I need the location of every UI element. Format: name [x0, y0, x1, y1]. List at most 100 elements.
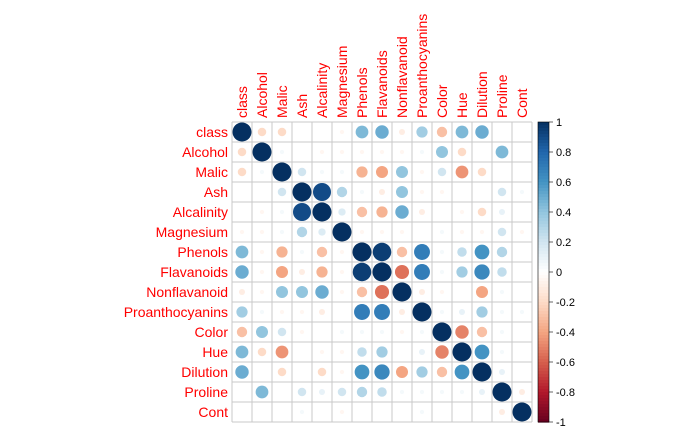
column-label: Proline — [494, 74, 510, 118]
correlation-circle — [352, 242, 372, 262]
correlation-circle — [232, 122, 252, 142]
colorbar-segment — [538, 356, 549, 360]
correlation-circle — [439, 289, 445, 295]
colorbar-segment — [538, 158, 549, 162]
correlation-circle — [414, 244, 430, 260]
colorbar-segment — [538, 200, 549, 204]
correlation-circle — [374, 364, 390, 380]
correlation-circle — [317, 367, 327, 377]
row-label: Proanthocyanins — [124, 304, 228, 320]
correlation-circle — [374, 304, 390, 320]
correlation-circle — [356, 206, 368, 218]
colorbar-tick-label: -0.8 — [556, 387, 575, 399]
correlation-circle — [399, 229, 405, 235]
correlation-circle — [235, 345, 249, 359]
colorbar-segment — [538, 185, 549, 189]
correlation-circle — [299, 269, 305, 275]
colorbar-segment — [538, 395, 549, 399]
colorbar-segment — [538, 176, 549, 180]
colorbar-segment — [538, 299, 549, 303]
correlation-circle — [419, 389, 425, 395]
correlation-circle — [376, 206, 388, 218]
correlation-circle — [239, 229, 245, 235]
row-label: Cont — [198, 404, 228, 420]
correlation-circle — [312, 182, 332, 202]
colorbar-segment — [538, 332, 549, 336]
colorbar-tick-label: 1 — [556, 117, 562, 129]
correlation-circle — [379, 329, 385, 335]
colorbar-segment — [538, 365, 549, 369]
colorbar-segment — [538, 353, 549, 357]
correlation-circle — [454, 364, 470, 380]
colorbar-segment — [538, 350, 549, 354]
correlation-circle — [259, 209, 265, 215]
correlation-circle — [379, 229, 385, 235]
colorbar-tick-label: 0.2 — [556, 237, 571, 249]
correlation-circle — [477, 167, 487, 177]
correlation-circle — [359, 189, 365, 195]
colorbar-segment — [538, 143, 549, 147]
colorbar-segment — [538, 128, 549, 132]
colorbar-segment — [538, 335, 549, 339]
colorbar-segment — [538, 359, 549, 363]
correlation-circle — [356, 166, 368, 178]
colorbar-tick-label: 0.6 — [556, 177, 571, 189]
colorbar-segment — [538, 206, 549, 210]
colorbar-segment — [538, 338, 549, 342]
correlation-circle — [376, 346, 388, 358]
colorbar-tick-label: -0.2 — [556, 297, 575, 309]
correlation-circle — [318, 228, 326, 236]
correlation-circle — [319, 169, 325, 175]
correlation-circle — [354, 304, 370, 320]
colorbar-segment — [538, 197, 549, 201]
colorbar-segment — [538, 134, 549, 138]
colorbar-segment — [538, 323, 549, 327]
correlation-circle — [475, 125, 489, 139]
correlation-circle — [435, 145, 449, 159]
column-label: Phenols — [354, 67, 370, 118]
correlation-circle — [277, 367, 287, 377]
correlation-circle — [394, 264, 410, 280]
correlation-circle — [259, 249, 265, 255]
correlation-circle — [499, 209, 505, 215]
colorbar-segment — [538, 263, 549, 267]
colorbar-segment — [538, 248, 549, 252]
colorbar-segment — [538, 284, 549, 288]
correlation-circle — [235, 265, 249, 279]
correlation-circle — [339, 409, 345, 415]
correlation-circle — [338, 208, 346, 216]
column-labels: class Alcohol Malic Ash Alcalinity Magnesium P… — [234, 14, 530, 118]
colorbar-segment — [538, 188, 549, 192]
correlation-circle — [456, 266, 468, 278]
colorbar-segment — [538, 152, 549, 156]
correlation-circle — [237, 147, 247, 157]
correlation-circle — [372, 242, 392, 262]
column-label: Hue — [454, 92, 470, 118]
correlation-circle — [435, 345, 449, 359]
correlation-circle — [255, 325, 269, 339]
correlation-circle — [459, 229, 465, 235]
correlation-circle — [499, 329, 505, 335]
correlation-circle — [239, 289, 245, 295]
colorbar-segment — [538, 362, 549, 366]
color-legend: 1 0.8 0.6 0.4 0.2 0 -0.2 -0.4 -0.6 -0.8 -1 — [537, 117, 575, 429]
colorbar-segment — [538, 266, 549, 270]
correlation-circle — [519, 229, 525, 235]
colorbar-segment — [538, 308, 549, 312]
colorbar-segment — [538, 275, 549, 279]
column-label: Dilution — [474, 71, 490, 118]
correlation-circle — [272, 162, 292, 182]
correlation-circle — [457, 247, 467, 257]
colorbar-segment — [538, 140, 549, 144]
correlation-circle — [492, 382, 512, 402]
colorbar-segment — [538, 389, 549, 393]
column-label: class — [234, 86, 250, 118]
correlation-circle — [474, 264, 490, 280]
colorbar-tick-label: -1 — [556, 417, 566, 429]
correlation-circle — [339, 369, 345, 375]
correlation-circle — [259, 169, 265, 175]
correlation-circle — [236, 326, 248, 338]
colorbar-segment — [538, 122, 549, 126]
colorbar-segment — [538, 212, 549, 216]
correlation-circle — [419, 189, 425, 195]
